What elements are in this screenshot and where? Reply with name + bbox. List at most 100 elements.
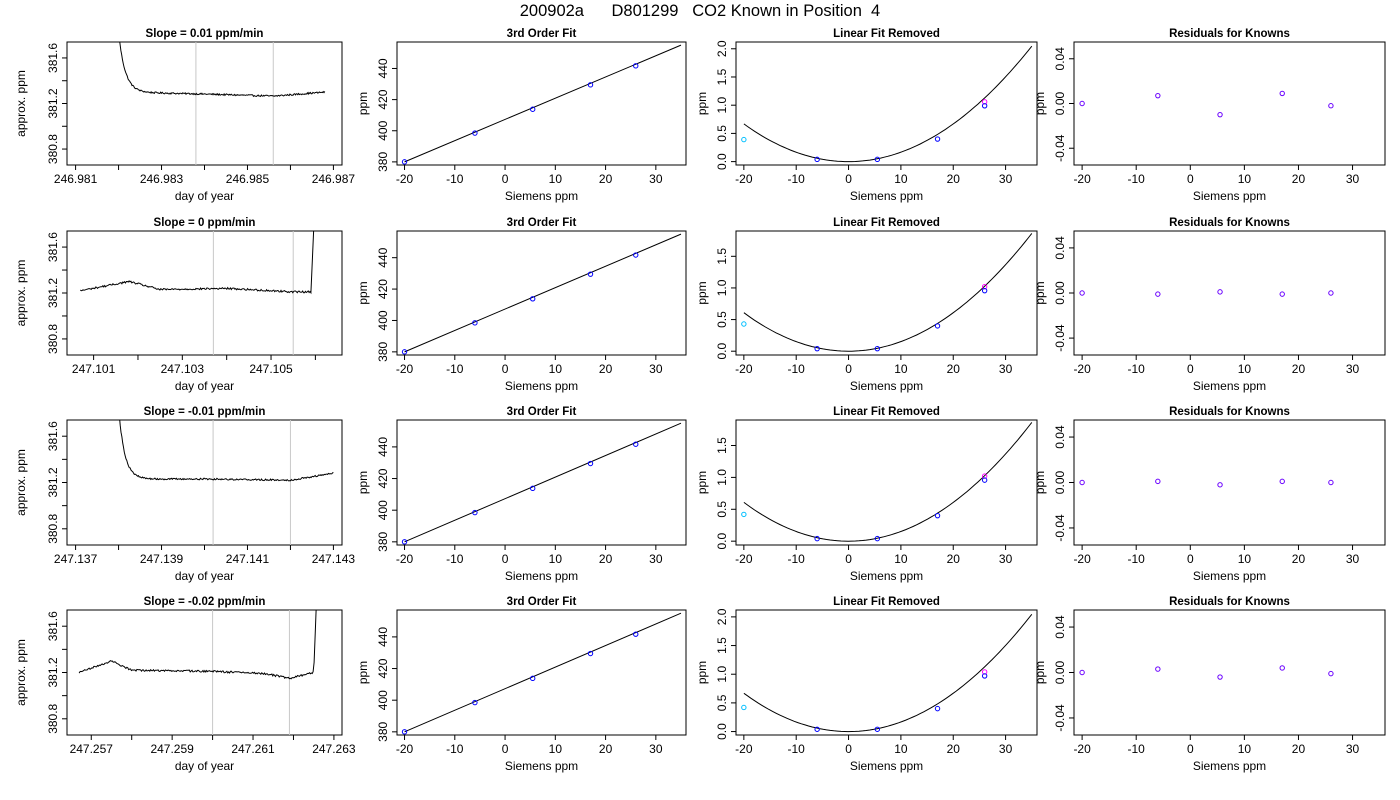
y-axis-label: approx. ppm — [14, 639, 28, 706]
y-tick-label: 380 — [376, 342, 390, 362]
fit-curve — [743, 613, 1033, 733]
x-axis-label: Siemens ppm — [505, 379, 578, 393]
x-tick-label: -20 — [396, 742, 414, 756]
x-tick-label: 10 — [894, 362, 908, 376]
x-tick-label: 0 — [845, 172, 852, 186]
plot-frame — [735, 609, 1038, 736]
data-point — [1079, 669, 1085, 676]
plot-frame — [735, 230, 1038, 356]
data-point — [633, 252, 639, 258]
plot-area — [401, 422, 682, 545]
x-axis-label: Siemens ppm — [850, 189, 923, 203]
x-tick-label: 20 — [599, 552, 613, 566]
panel-title: Linear Fit Removed — [833, 28, 940, 40]
data-point — [587, 271, 594, 277]
plot-frame — [396, 609, 687, 736]
panel-title: 3rd Order Fit — [507, 406, 577, 418]
panel-3-4: Residuals for Knowns -20 -10 0 10 20 30 -0.04 0.… — [1033, 406, 1386, 583]
x-tick-label: -10 — [1128, 172, 1146, 186]
x-axis-label: day of year — [175, 189, 234, 203]
x-axis-label: Siemens ppm — [505, 569, 578, 583]
x-axis-label: Siemens ppm — [1193, 379, 1266, 393]
x-tick-label: 20 — [947, 172, 961, 186]
plot-frame — [1073, 419, 1386, 546]
y-tick-label: 381.6 — [46, 232, 60, 262]
y-tick-label: 0.00 — [1053, 281, 1067, 305]
x-tick-label: 30 — [1346, 362, 1360, 376]
plot-frame — [66, 419, 343, 546]
fit-line — [404, 44, 682, 163]
x-tick-label: 30 — [1346, 552, 1360, 566]
y-tick-label: 1.5 — [715, 637, 729, 654]
plot-area — [401, 44, 682, 165]
x-tick-label: 10 — [549, 172, 563, 186]
data-point — [1279, 665, 1285, 671]
y-tick-label: 1.5 — [715, 68, 729, 85]
x-tick-label: 247.103 — [161, 362, 205, 376]
y-axis-label: ppm — [695, 92, 709, 115]
x-tick-label: 30 — [649, 172, 663, 186]
y-tick-label: 0.0 — [715, 343, 729, 360]
x-axis-label: Siemens ppm — [850, 379, 923, 393]
x-axis-label: day of year — [175, 569, 234, 583]
data-point — [1328, 290, 1334, 296]
y-tick-label: 2.0 — [715, 608, 729, 625]
x-tick-label: 20 — [947, 362, 961, 376]
x-tick-label: 0 — [1187, 172, 1194, 186]
data-point-overlay — [981, 287, 988, 294]
y-tick-label: 380 — [376, 152, 390, 172]
y-tick-label: 400 — [376, 690, 390, 710]
x-tick-label: 30 — [999, 742, 1013, 756]
plot-area — [79, 231, 315, 355]
y-tick-label: 440 — [376, 627, 390, 647]
y-tick-label: 420 — [376, 279, 390, 299]
x-axis-label: Siemens ppm — [505, 759, 578, 773]
x-tick-label: -10 — [446, 552, 464, 566]
fit-curve — [743, 422, 1033, 542]
x-tick-label: 20 — [599, 362, 613, 376]
x-tick-label: 247.139 — [140, 552, 184, 566]
x-tick-label: -10 — [788, 362, 806, 376]
y-axis-label: ppm — [1033, 471, 1047, 494]
panel-3-3: Linear Fit Removed -20 -10 0 10 20 30 0.0 0.5 1.0… — [695, 406, 1038, 583]
data-point — [814, 726, 820, 732]
data-point — [814, 156, 820, 163]
plot-area — [1079, 478, 1334, 488]
x-axis-label: Siemens ppm — [850, 759, 923, 773]
x-tick-label: 0 — [502, 742, 509, 756]
data-point-overlay — [981, 103, 988, 109]
concentration-trace — [119, 420, 334, 482]
panel-title: 3rd Order Fit — [507, 596, 577, 608]
panel-title: Linear Fit Removed — [833, 406, 940, 418]
plot-area — [401, 612, 682, 735]
data-point — [1217, 111, 1223, 118]
y-tick-label: -0.04 — [1053, 134, 1067, 162]
y-tick-label: 0.0 — [715, 153, 729, 170]
x-tick-label: -10 — [788, 172, 806, 186]
panel-title: Residuals for Knowns — [1169, 28, 1290, 40]
data-point — [1079, 100, 1085, 107]
panel-2-3: Linear Fit Removed -20 -10 0 10 20 30 0.0 0.5 1.0… — [695, 217, 1038, 393]
data-point — [1279, 478, 1285, 485]
x-tick-label: 30 — [1346, 172, 1360, 186]
plot-frame — [1073, 41, 1386, 166]
y-tick-label: 0.0 — [715, 533, 729, 550]
data-point — [587, 460, 594, 467]
x-tick-label: 247.141 — [226, 552, 270, 566]
panel-4-4: Residuals for Knowns -20 -10 0 10 20 30 -0.04 0.… — [1033, 596, 1386, 773]
y-tick-label: 400 — [376, 120, 390, 140]
panel-1-4: Residuals for Knowns -20 -10 0 10 20 30 -0.04 0.… — [1033, 28, 1386, 203]
y-tick-label: 440 — [376, 247, 390, 267]
x-tick-label: -20 — [396, 172, 414, 186]
data-point — [401, 159, 408, 165]
data-point — [1217, 289, 1223, 295]
x-tick-label: -20 — [1073, 742, 1091, 756]
x-tick-label: -20 — [1073, 172, 1091, 186]
x-tick-label: 247.137 — [54, 552, 98, 566]
x-tick-label: -10 — [1128, 742, 1146, 756]
y-tick-label: 380.8 — [46, 513, 60, 543]
y-tick-label: 380 — [376, 532, 390, 552]
data-point — [472, 509, 478, 516]
x-tick-label: 30 — [1346, 742, 1360, 756]
x-tick-label: 0 — [1187, 362, 1194, 376]
